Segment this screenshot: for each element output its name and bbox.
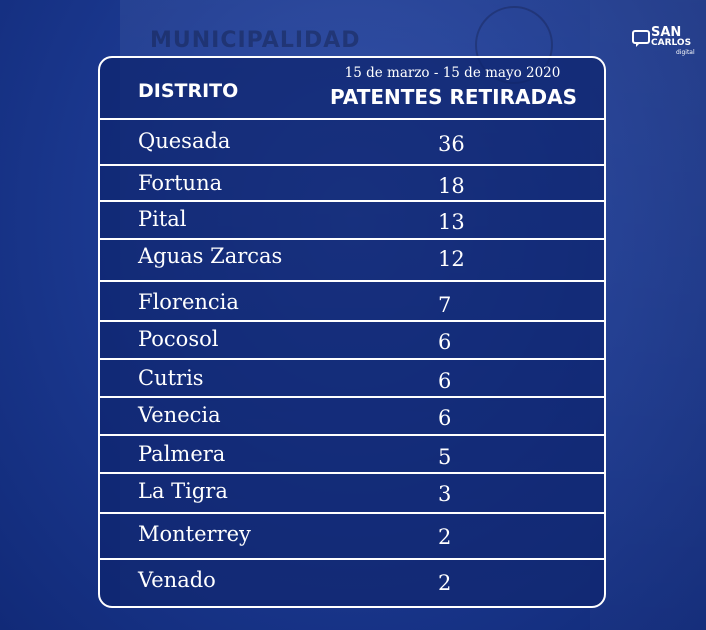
patents-count: 13 bbox=[438, 210, 465, 234]
san-carlos-digital-logo: SAN CARLOS digital bbox=[632, 26, 698, 60]
table-row: Monterrey 2 bbox=[100, 514, 604, 560]
table-row: La Tigra 3 bbox=[100, 474, 604, 514]
logo-text-carlos: CARLOS bbox=[651, 38, 692, 48]
table-row: Pital 13 bbox=[100, 202, 604, 240]
patents-count: 6 bbox=[438, 369, 452, 393]
district-name: Cutris bbox=[138, 366, 204, 390]
table-row: Pocosol 6 bbox=[100, 322, 604, 360]
district-name: La Tigra bbox=[138, 479, 228, 503]
district-name: Florencia bbox=[138, 290, 239, 314]
district-name: Venado bbox=[138, 568, 216, 592]
district-name: Pocosol bbox=[138, 327, 219, 351]
patents-count: 6 bbox=[438, 330, 452, 354]
table-row: Fortuna 18 bbox=[100, 166, 604, 202]
table-row: Florencia 7 bbox=[100, 282, 604, 322]
district-name: Palmera bbox=[138, 442, 226, 466]
district-column-header: DISTRITO bbox=[138, 80, 239, 102]
district-name: Aguas Zarcas bbox=[138, 244, 283, 268]
table-row: Cutris 6 bbox=[100, 360, 604, 398]
patents-count: 18 bbox=[438, 174, 465, 198]
background-sign: MUNICIPALIDAD bbox=[150, 28, 361, 53]
patents-count: 7 bbox=[438, 293, 452, 317]
table-row: Aguas Zarcas 12 bbox=[100, 240, 604, 282]
district-name: Pital bbox=[138, 207, 187, 231]
table-row: Palmera 5 bbox=[100, 436, 604, 474]
date-range-label: 15 de marzo - 15 de mayo 2020 bbox=[344, 65, 561, 81]
patents-count: 5 bbox=[438, 445, 452, 469]
patents-count: 2 bbox=[438, 525, 452, 549]
table-row: Quesada 36 bbox=[100, 120, 604, 166]
patents-count: 2 bbox=[438, 571, 452, 595]
chat-bubble-icon bbox=[632, 30, 650, 47]
background-pillar bbox=[590, 0, 706, 630]
logo-text-digital: digital bbox=[676, 49, 695, 56]
patents-count: 3 bbox=[438, 482, 452, 506]
district-name: Venecia bbox=[138, 403, 221, 427]
table-row: Venecia 6 bbox=[100, 398, 604, 436]
table-row: Venado 2 bbox=[100, 560, 604, 606]
patents-table: DISTRITO 15 de marzo - 15 de mayo 2020 P… bbox=[98, 56, 606, 608]
patents-count: 6 bbox=[438, 406, 452, 430]
patents-column-header: PATENTES RETIRADAS bbox=[330, 85, 577, 109]
patents-count: 36 bbox=[438, 132, 465, 156]
district-name: Monterrey bbox=[138, 522, 251, 546]
district-name: Quesada bbox=[138, 129, 231, 153]
logo-text-san: SAN bbox=[651, 25, 682, 40]
district-name: Fortuna bbox=[138, 171, 223, 195]
table-header: DISTRITO 15 de marzo - 15 de mayo 2020 P… bbox=[100, 58, 604, 120]
patents-count: 12 bbox=[438, 247, 465, 271]
